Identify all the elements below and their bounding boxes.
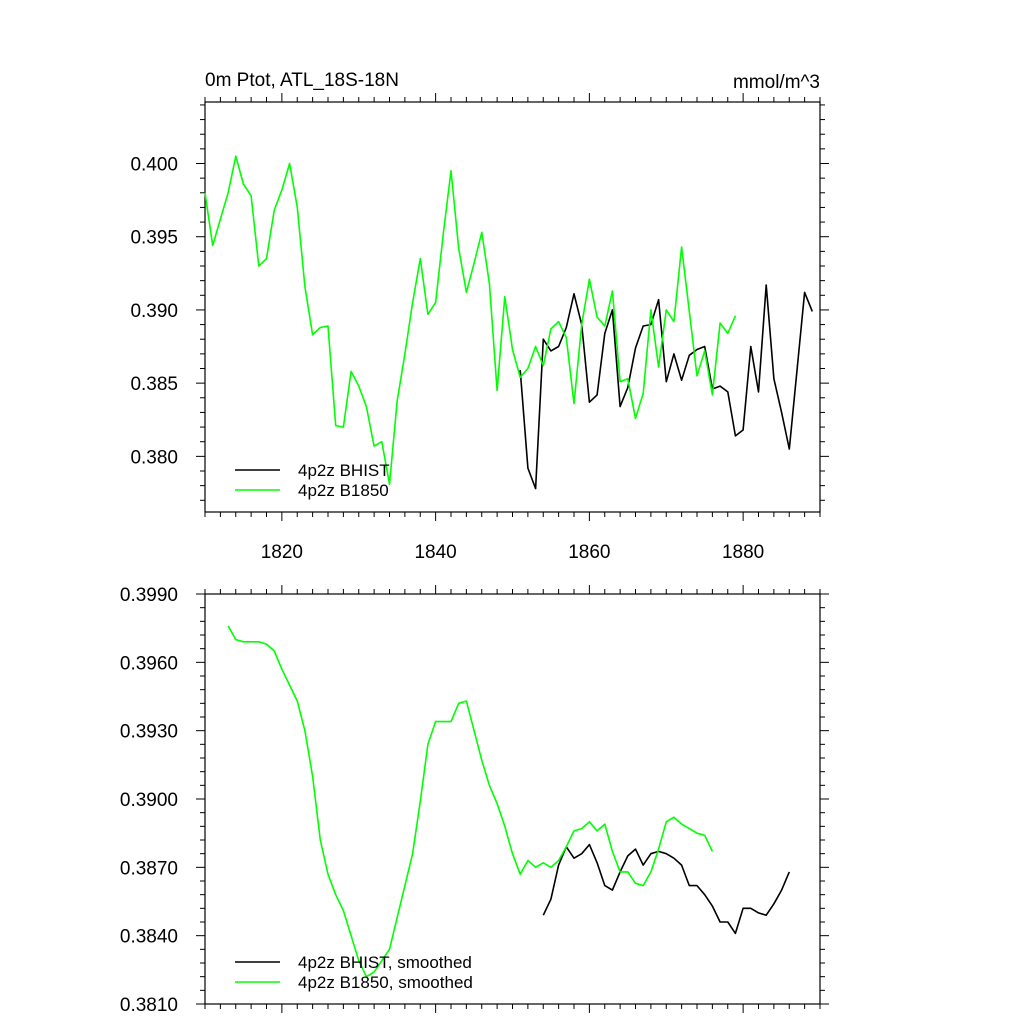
y-tick-label: 0.3900 bbox=[120, 790, 178, 811]
legend-label: 4p2z BHIST, smoothed bbox=[298, 953, 472, 972]
y-tick-label: 0.3810 bbox=[120, 995, 178, 1016]
series-line-bhist bbox=[542, 843, 791, 935]
y-tick-label: 0.380 bbox=[130, 447, 178, 468]
bottom-panel: 0.3810 0.3840 0.3870 0.3900 0.3930 0.3960 0.39… bbox=[120, 585, 829, 1016]
x-tick-label: 1860 bbox=[568, 542, 610, 563]
x-tick-label: 1840 bbox=[414, 542, 456, 563]
x-tick-label: 1820 bbox=[261, 542, 303, 563]
legend-label: 4p2z B1850 bbox=[298, 481, 389, 500]
y-tick-label: 0.3840 bbox=[120, 927, 178, 948]
y-tick-label: 0.385 bbox=[130, 374, 178, 395]
top-panel: 1820 1840 1860 1880 0.380 0.385 0.390 0.395 0.40… bbox=[130, 70, 829, 563]
plot-frame bbox=[204, 593, 821, 1005]
y-tick-label: 0.3960 bbox=[120, 653, 178, 674]
series-line-b1850 bbox=[227, 625, 714, 978]
y-tick-label: 0.3870 bbox=[120, 858, 178, 879]
series-line-b1850 bbox=[204, 155, 737, 486]
y-tick-label: 0.3930 bbox=[120, 722, 178, 743]
y-tick-label: 0.3990 bbox=[120, 585, 178, 606]
units-label: mmol/m^3 bbox=[733, 72, 820, 93]
y-tick-label: 0.400 bbox=[130, 155, 178, 176]
plot-frame bbox=[204, 101, 821, 513]
x-tick-label: 1880 bbox=[722, 542, 764, 563]
legend-label: 4p2z B1850, smoothed bbox=[298, 973, 473, 992]
y-tick-label: 0.390 bbox=[130, 301, 178, 322]
legend-label: 4p2z BHIST bbox=[298, 461, 390, 480]
y-tick-label: 0.395 bbox=[130, 228, 178, 249]
chart-title: 0m Ptot, ATL_18S-18N bbox=[205, 70, 399, 91]
